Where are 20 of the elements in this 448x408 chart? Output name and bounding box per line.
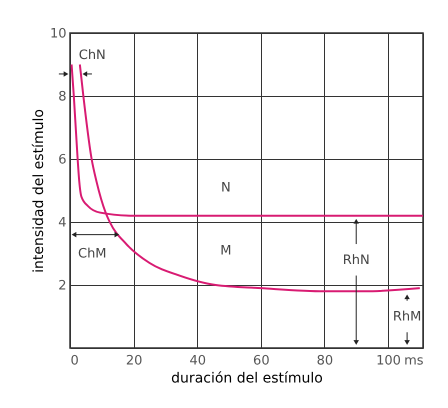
annotation: N	[220, 180, 231, 196]
x-tick-label: 100	[376, 354, 401, 368]
annotation: RhM	[392, 310, 422, 324]
x-tick-label: ms	[404, 354, 424, 368]
annotation: RhN	[342, 252, 370, 268]
y-tick-label: 8	[58, 90, 66, 104]
x-tick-label: 80	[316, 354, 334, 368]
y-tick-label: 6	[58, 152, 66, 168]
x-tick-label: 0	[70, 354, 79, 368]
y-axis-title: intensidad del estímulo	[30, 109, 47, 273]
x-tick-label: 40	[189, 354, 206, 368]
annotation: ChN	[78, 48, 106, 64]
y-tick-label: 4	[58, 216, 66, 230]
x-tick-label: 20	[126, 354, 142, 368]
annotation: M	[220, 243, 232, 258]
annotation: ChM	[78, 246, 107, 262]
y-tick-label: 2	[58, 278, 66, 294]
x-tick-label: 60	[253, 354, 270, 368]
y-tick-label: 10	[50, 26, 66, 42]
x-axis-title: duración del estímulo	[171, 370, 323, 386]
